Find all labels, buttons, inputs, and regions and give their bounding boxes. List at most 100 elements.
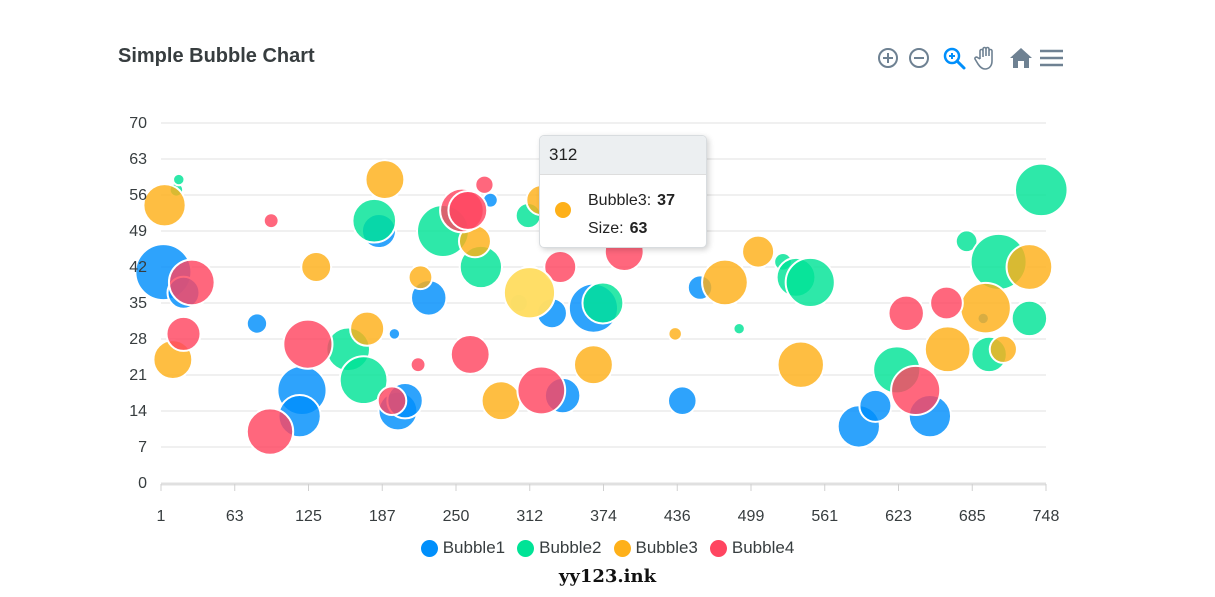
bubble-bubble3-point[interactable] — [741, 234, 776, 269]
chart-title: Simple Bubble Chart — [118, 45, 315, 67]
hamburger-menu-icon — [1040, 49, 1063, 67]
legend-marker — [709, 539, 727, 557]
bubble-bubble3-point[interactable] — [142, 183, 187, 228]
bubble-bubble2-point[interactable] — [954, 229, 979, 254]
data-tooltip: 312 Bubble3: 37 Size: 63 — [539, 135, 707, 248]
hovered-bubble[interactable] — [502, 266, 557, 320]
tooltip-series-marker — [555, 202, 571, 218]
y-tick-label: 28 — [129, 331, 147, 348]
legend-item-bubble4[interactable]: Bubble4 — [709, 538, 795, 558]
tooltip-size-label: Size: — [588, 220, 624, 237]
bubble-bubble2-point[interactable] — [1013, 162, 1069, 218]
legend-label: Bubble4 — [731, 538, 795, 557]
y-tick-label: 56 — [129, 187, 147, 204]
bubble-bubble2-point[interactable] — [581, 281, 625, 325]
bubble-bubble4-point[interactable] — [262, 212, 280, 230]
bubble-bubble3-point[interactable] — [364, 159, 406, 200]
bubble-bubble2-point[interactable] — [732, 322, 746, 336]
legend-marker — [420, 539, 438, 557]
hand-icon — [974, 46, 993, 70]
tooltip-size-row: Size: 63 — [588, 220, 647, 238]
y-tick-label: 21 — [129, 367, 147, 384]
bubble-bubble2-point[interactable] — [1010, 299, 1049, 338]
home-icon — [1010, 48, 1032, 68]
y-tick-label: 49 — [129, 223, 147, 240]
bubble-bubble3-point[interactable] — [1005, 243, 1054, 291]
bubble-bubble3-point[interactable] — [923, 325, 972, 374]
zoom-in-button[interactable] — [874, 44, 902, 72]
bubble-bubble4-point[interactable] — [245, 407, 295, 456]
chart-legend: Bubble1 Bubble2 Bubble3 Bubble4 — [0, 538, 1215, 562]
bubble-bubble3-point[interactable] — [300, 251, 333, 283]
x-tick-label: 499 — [738, 508, 765, 525]
bubble-bubble2-point[interactable] — [351, 197, 398, 244]
bubble-bubble4-point[interactable] — [167, 258, 216, 307]
legend-item-bubble2[interactable]: Bubble2 — [517, 538, 602, 558]
legend-item-bubble3[interactable]: Bubble3 — [613, 538, 698, 558]
bubble-bubble3-point[interactable] — [959, 281, 1012, 335]
zoom-in-icon — [878, 48, 898, 68]
x-tick-label: 561 — [811, 508, 838, 525]
bubble-bubble4-point[interactable] — [543, 250, 578, 284]
bubble-bubble4-point[interactable] — [890, 364, 942, 416]
x-tick-label: 623 — [885, 508, 912, 525]
legend-label: Bubble1 — [442, 538, 506, 557]
tooltip-series-name: Bubble3: — [588, 192, 652, 209]
x-tick-label: 1 — [157, 508, 166, 525]
y-tick-label: 35 — [129, 295, 147, 312]
bubble-bubble1-point[interactable] — [245, 312, 269, 335]
bubble-bubble1-point[interactable] — [666, 385, 698, 417]
bubble-bubble1-point[interactable] — [858, 388, 893, 423]
x-tick-label: 748 — [1033, 508, 1060, 525]
reset-zoom-button[interactable] — [1007, 44, 1035, 72]
tooltip-body: Bubble3: 37 Size: 63 — [540, 175, 706, 247]
pan-button[interactable] — [972, 44, 1000, 72]
x-tick-label: 312 — [516, 508, 543, 525]
x-tick-label: 250 — [443, 508, 470, 525]
x-tick-label: 63 — [226, 508, 244, 525]
bubble-bubble3-point[interactable] — [667, 326, 683, 342]
y-tick-label: 42 — [129, 259, 147, 276]
x-tick-label: 436 — [664, 508, 691, 525]
bubble-bubble2-point[interactable] — [172, 172, 186, 187]
bubble-bubble4-point[interactable] — [165, 315, 202, 352]
legend-marker — [613, 539, 631, 557]
tooltip-title: 312 — [540, 136, 706, 175]
bubble-bubble4-point[interactable] — [887, 294, 925, 332]
bubble-bubble3-point[interactable] — [988, 334, 1018, 364]
y-tick-label: 7 — [138, 439, 147, 456]
x-tick-label: 187 — [369, 508, 396, 525]
y-tick-label: 63 — [129, 151, 147, 168]
bubble-bubble2-point[interactable] — [338, 355, 389, 406]
x-tick-label: 374 — [590, 508, 617, 525]
selection-zoom-button[interactable] — [940, 44, 968, 72]
zoom-out-button[interactable] — [905, 44, 933, 72]
bubble-bubble4-point[interactable] — [376, 385, 408, 417]
x-tick-label: 125 — [295, 508, 322, 525]
magnifier-zoom-icon — [943, 47, 966, 70]
y-tick-label: 14 — [129, 403, 147, 420]
tooltip-value: 37 — [657, 192, 675, 209]
bubble-bubble1-point[interactable] — [387, 327, 402, 341]
tooltip-value-row: Bubble3: 37 — [588, 192, 675, 210]
bubble-bubble4-point[interactable] — [449, 334, 491, 375]
bubble-bubble3-point[interactable] — [480, 380, 522, 422]
bubble-bubble4-point[interactable] — [409, 356, 427, 374]
axes: 0 7 14 21 28 35 42 49 56 63 70 1 63 125 187 250 312 374 43… — [129, 115, 1059, 525]
bubble-bubble3-point[interactable] — [573, 344, 614, 386]
x-tick-label: 685 — [959, 508, 986, 525]
bubble-bubble3-point[interactable] — [407, 264, 434, 291]
bubble-bubble3-point[interactable] — [349, 310, 386, 347]
bubble-bubble4-point[interactable] — [929, 285, 964, 321]
legend-item-bubble1[interactable]: Bubble1 — [420, 538, 506, 558]
bubble-bubble3-point[interactable] — [776, 340, 825, 389]
bubble-bubble4-point[interactable] — [516, 365, 567, 416]
bubble-bubble3-point[interactable] — [701, 258, 749, 307]
legend-label: Bubble3 — [635, 538, 698, 557]
bubble-bubble2-point[interactable] — [784, 256, 836, 308]
bubble-bubble4-point[interactable] — [474, 174, 495, 195]
bubble-bubble4-point[interactable] — [282, 318, 334, 370]
bubble-bubble4-point[interactable] — [447, 190, 489, 231]
menu-button[interactable] — [1037, 44, 1065, 72]
